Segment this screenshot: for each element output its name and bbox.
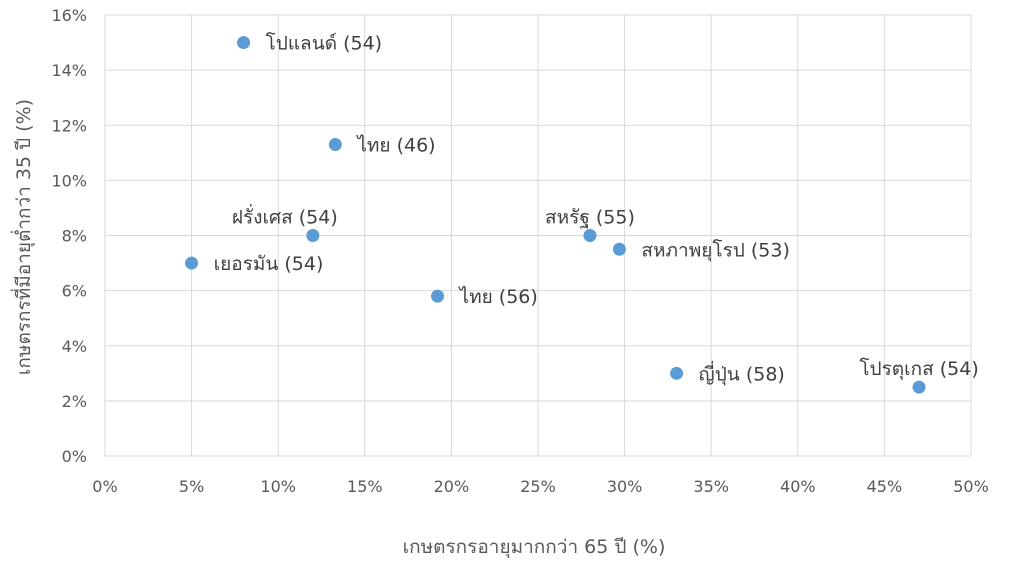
data-label: โปรตุเกส (54) <box>859 357 978 381</box>
data-point <box>328 138 342 152</box>
y-tick-label: 0% <box>62 447 87 466</box>
gridlines <box>104 14 972 457</box>
data-labels: โปแลนด์ (54) ไทย (46) ฝรั่งเศส (54) เยอรมัน… <box>214 32 979 387</box>
y-tick-label: 6% <box>62 282 87 301</box>
x-tick-label: 10% <box>260 477 296 496</box>
x-tick-label: 20% <box>434 477 470 496</box>
data-label: ไทย (56) <box>458 286 538 308</box>
data-label: สหรัฐ (55) <box>545 207 635 229</box>
data-point <box>912 380 926 394</box>
y-tick-label: 14% <box>51 61 87 80</box>
data-label: สหภาพยุโรป (53) <box>641 238 789 262</box>
x-tick-label: 5% <box>179 477 204 496</box>
data-point <box>583 229 597 242</box>
x-axis-ticks: 0% 5% 10% 15% 20% 25% 30% 35% 40% 45% 50% <box>92 477 988 496</box>
data-label: ฝรั่งเศส (54) <box>232 204 338 229</box>
data-point <box>431 289 445 303</box>
x-tick-label: 45% <box>867 477 903 496</box>
y-tick-label: 2% <box>62 392 87 411</box>
data-label: ญี่ปุ่น (58) <box>699 360 785 386</box>
data-points <box>185 36 926 394</box>
data-point <box>185 256 199 270</box>
y-tick-label: 10% <box>51 171 87 190</box>
x-tick-label: 30% <box>607 477 643 496</box>
x-tick-label: 25% <box>520 477 556 496</box>
y-tick-label: 8% <box>62 227 87 246</box>
x-tick-label: 0% <box>92 477 117 496</box>
y-tick-label: 4% <box>62 337 87 356</box>
y-axis-ticks: 0% 2% 4% 6% 8% 10% 12% 14% 16% <box>51 6 87 466</box>
data-point <box>237 36 251 50</box>
data-label: เยอรมัน (54) <box>214 253 324 275</box>
x-tick-label: 35% <box>693 477 729 496</box>
x-tick-label: 50% <box>953 477 989 496</box>
data-point <box>306 229 320 242</box>
data-label: ไทย (46) <box>355 135 435 157</box>
y-axis-title: เกษตรกรที่มีอายุต่ำกว่า 35 ปี (%) <box>10 99 36 375</box>
data-point <box>612 242 626 256</box>
y-tick-label: 16% <box>51 6 87 25</box>
x-axis-title: เกษตรกรอายุมากกว่า 65 ปี (%) <box>403 536 666 559</box>
data-point <box>670 366 684 380</box>
y-tick-label: 12% <box>51 116 87 135</box>
data-label: โปแลนด์ (54) <box>266 32 383 55</box>
x-tick-label: 40% <box>780 477 816 496</box>
x-tick-label: 15% <box>347 477 383 496</box>
